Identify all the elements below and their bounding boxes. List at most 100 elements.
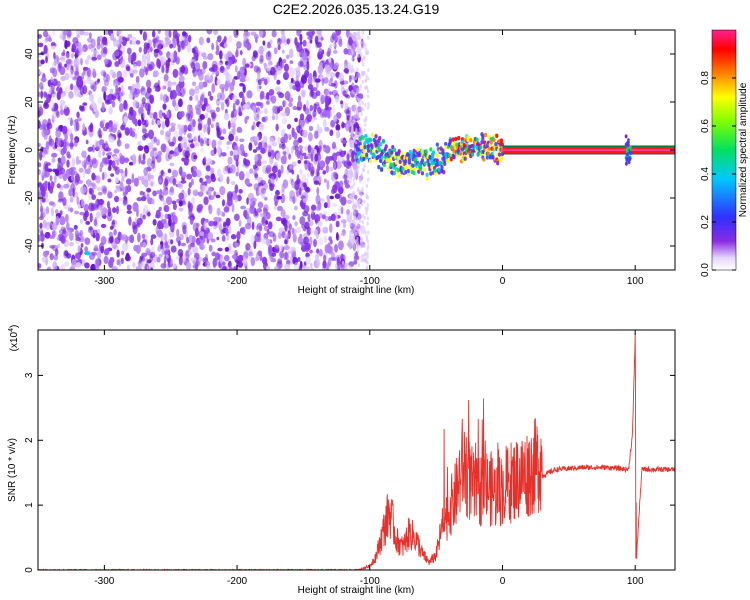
spectrogram-cell: [66, 30, 72, 38]
spectrogram-cell: [178, 200, 183, 207]
spectrogram-cell: [51, 244, 58, 252]
spectrogram-cell: [310, 228, 315, 234]
spectrogram-cell: [186, 42, 192, 53]
spectrogram-cell: [315, 90, 321, 97]
spectrogram-cell: [246, 197, 249, 205]
spectrogram-cell: [243, 40, 250, 48]
spectrogram-cell: [76, 111, 80, 119]
spectrogram-cell: [626, 140, 630, 145]
spectrogram-cell: [95, 232, 100, 242]
spectrogram-cell: [257, 201, 264, 209]
spectrogram-cell: [309, 236, 313, 246]
spectrogram-cell: [234, 197, 239, 203]
spectrogram-cell: [136, 197, 143, 202]
spectrogram-cell: [235, 50, 239, 58]
spectrogram-cell: [317, 64, 324, 75]
spectrogram-cell: [364, 230, 367, 235]
spectrogram-cell: [499, 138, 504, 143]
spectrogram-cell: [216, 130, 221, 139]
spectrogram-cell: [62, 228, 67, 235]
spectrogram-cell: [253, 65, 259, 73]
spectrogram-cell: [353, 168, 357, 173]
spectrogram-cell: [141, 233, 146, 239]
spectrogram-cell: [238, 170, 245, 181]
spectrogram-cell: [231, 254, 238, 260]
spectrogram-cell: [344, 262, 349, 267]
spectrogram-cell: [331, 152, 338, 162]
spectrogram-cell: [108, 123, 113, 133]
spectrogram-cell: [244, 76, 250, 81]
spectrogram-cell: [353, 215, 357, 220]
spectrogram-cell: [95, 211, 101, 219]
spectrogram-cell: [233, 213, 240, 222]
spectrogram-cell: [348, 74, 352, 83]
spectrogram-cell: [233, 30, 239, 38]
spectrogram-cell: [277, 38, 281, 43]
spectrogram-cell: [340, 100, 343, 105]
spectrogram-cell: [122, 200, 129, 207]
spectrogram-cell: [366, 94, 370, 99]
spectrogram-cell: [132, 63, 138, 70]
spectrogram-cell: [314, 153, 319, 162]
spectrogram-cell: [140, 159, 146, 165]
spectrogram-cell: [57, 147, 61, 152]
spectrogram-cell: [163, 222, 169, 229]
spectrogram-cell: [341, 139, 348, 144]
spectrogram-cell: [56, 243, 61, 249]
spectrogram-cell: [231, 78, 235, 87]
spectrogram-cell: [72, 187, 75, 198]
spectrogram-cell: [69, 133, 74, 142]
spectrogram-cell: [282, 71, 289, 81]
spectrogram-cell: [306, 61, 310, 71]
spectrogram-cell: [153, 136, 157, 143]
spectrogram-cell: [364, 115, 368, 120]
spectrogram-y-tick-label: -40: [24, 238, 35, 253]
spectrogram-cell: [452, 155, 456, 160]
spectrogram-cell: [288, 102, 293, 108]
spectrogram-cell: [198, 71, 204, 81]
spectrogram-cell: [361, 257, 365, 262]
spectrogram-cell: [327, 155, 331, 162]
spectrogram-cell: [263, 107, 268, 115]
spectrogram-cell: [227, 196, 233, 207]
spectrogram-cell: [296, 106, 301, 111]
spectrogram-cell: [359, 226, 362, 231]
spectrogram-cell: [44, 170, 50, 178]
spectrogram-cell: [349, 245, 352, 250]
spectrogram-cell: [265, 100, 270, 105]
spectrogram-cell: [64, 85, 71, 94]
spectrogram-cell: [346, 153, 350, 162]
spectrogram-cell: [355, 217, 359, 222]
spectrogram-cell: [244, 63, 250, 68]
spectrogram-cell: [170, 239, 174, 245]
spectrogram-cell: [231, 94, 238, 102]
spectrogram-cell: [107, 237, 111, 245]
spectrogram-cell: [82, 168, 86, 179]
spectrogram-cell: [123, 115, 128, 124]
spectrogram-cell: [168, 30, 172, 38]
spectrogram-cell: [46, 122, 53, 130]
spectrogram-cell: [363, 140, 367, 146]
spectrogram-cell: [349, 240, 352, 245]
spectrogram-cell: [265, 92, 270, 101]
spectrogram-cell: [206, 37, 211, 44]
spectrogram-cell: [260, 77, 265, 82]
spectrogram-cell: [302, 197, 307, 203]
spectrogram-cell: [366, 260, 369, 265]
spectrogram-cell: [441, 148, 445, 153]
spectrogram-cell: [314, 254, 319, 260]
spectrogram-cell: [38, 34, 42, 39]
spectrogram-cell: [100, 236, 107, 245]
spectrogram-cell: [215, 49, 220, 56]
spectrogram-cell: [463, 156, 467, 161]
spectrogram-cell: [189, 95, 193, 101]
spectrogram-cell: [153, 48, 160, 53]
spectrogram-cell: [157, 30, 161, 35]
spectrogram-cell: [324, 178, 327, 183]
spectrogram-cell: [349, 230, 352, 235]
spectrogram-cell: [178, 79, 185, 89]
spectrogram-cell: [206, 72, 211, 81]
spectrogram-cell: [306, 31, 309, 36]
snr-y-tick-label: 2: [24, 437, 35, 443]
spectrogram-cell: [381, 139, 386, 144]
